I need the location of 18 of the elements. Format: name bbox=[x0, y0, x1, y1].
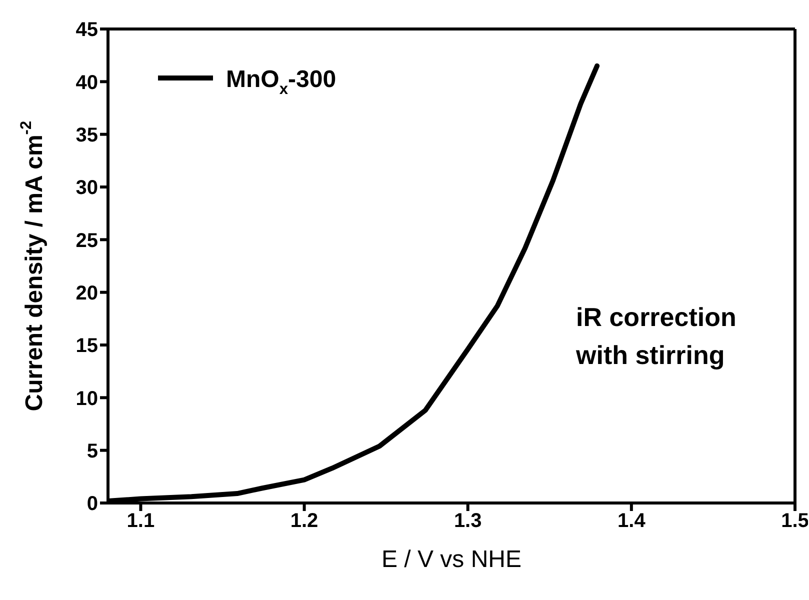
y-tick-label: 15 bbox=[76, 335, 98, 358]
y-tick-label: 0 bbox=[86, 493, 98, 516]
y-tick-label: 5 bbox=[86, 440, 98, 462]
y-tick-label: 25 bbox=[76, 230, 98, 252]
y-tick-label: 10 bbox=[76, 388, 98, 410]
x-tick-label: 1.3 bbox=[454, 510, 482, 532]
y-tick-label: 35 bbox=[76, 124, 98, 146]
legend-label: MnO$_{x}$-300 bbox=[226, 66, 336, 98]
y-tick-label: 40 bbox=[76, 72, 98, 94]
y-tick-label: 20 bbox=[76, 282, 98, 304]
x-tick-label: 1.5 bbox=[781, 510, 809, 532]
y-tick-label: 45 bbox=[76, 19, 98, 42]
x-tick-label: 1.1 bbox=[126, 510, 155, 532]
x-tick-label: 1.2 bbox=[290, 510, 318, 532]
x-tick-label: 1.4 bbox=[618, 510, 646, 532]
x-axis-title: E / V vs NHE bbox=[381, 546, 522, 573]
annotation: iR correction with stirring bbox=[576, 301, 738, 372]
y-tick-label: 30 bbox=[76, 177, 98, 200]
